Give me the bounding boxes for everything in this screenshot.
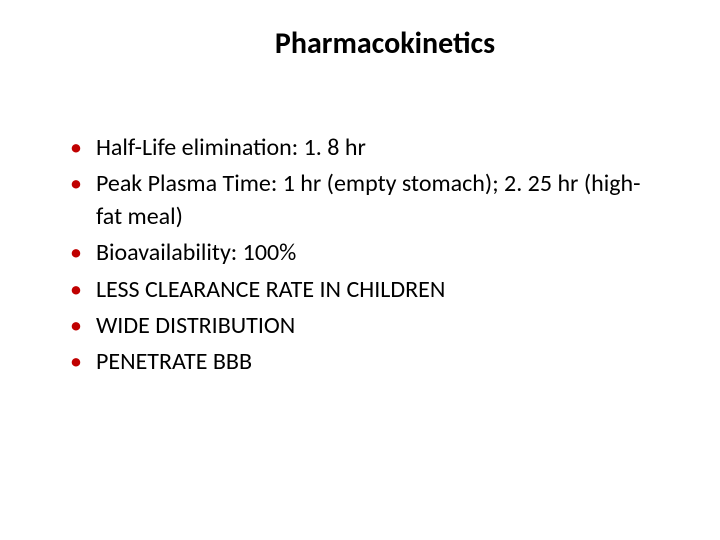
bullet-text: WIDE DISTRIBUTION [96,310,295,342]
slide-container: Pharmacokinetics • Half-Life elimination… [0,0,720,540]
list-item: • LESS CLEARANCE RATE IN CHILDREN [70,274,680,306]
list-item: • Half-Life elimination: 1. 8 hr [70,132,680,164]
list-item: • Peak Plasma Time: 1 hr (empty stomach)… [70,168,680,233]
bullet-icon: • [70,132,82,163]
list-item: • PENETRATE BBB [70,346,680,378]
bullet-text: LESS CLEARANCE RATE IN CHILDREN [96,274,445,306]
list-item: • WIDE DISTRIBUTION [70,310,680,342]
bullet-text: Bioavailability: 100% [96,237,296,269]
bullet-icon: • [70,346,82,377]
list-item: • Bioavailability: 100% [70,237,680,269]
bullet-icon: • [70,310,82,341]
slide-title: Pharmacokinetics [90,25,680,62]
bullet-icon: • [70,168,82,199]
bullet-icon: • [70,274,82,305]
bullet-text: PENETRATE BBB [96,346,252,378]
bullet-text: Half-Life elimination: 1. 8 hr [96,132,366,164]
bullet-list: • Half-Life elimination: 1. 8 hr • Peak … [40,132,680,379]
bullet-text: Peak Plasma Time: 1 hr (empty stomach); … [96,168,666,233]
bullet-icon: • [70,237,82,268]
